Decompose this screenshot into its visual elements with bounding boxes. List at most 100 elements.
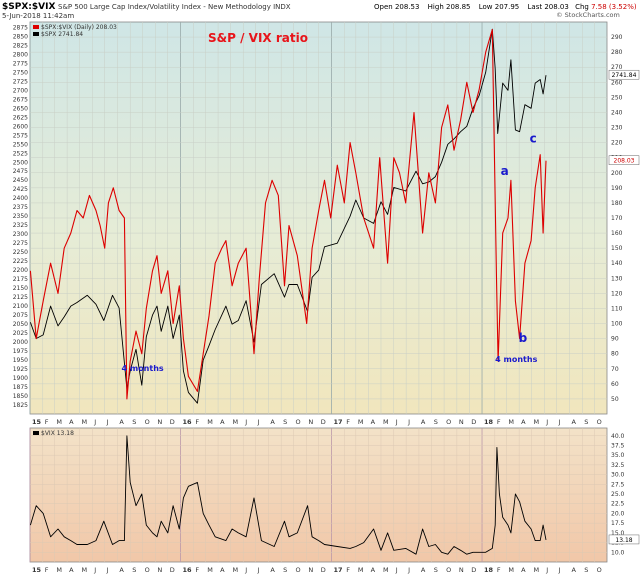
x-tick-label: A	[521, 418, 526, 426]
left-tick-label: 1900	[13, 375, 28, 382]
x-tick-label: 16	[183, 418, 193, 426]
vix-tick-label: 40.0	[611, 433, 625, 440]
left-tick-label: 2125	[13, 294, 28, 301]
x-tick-label: F	[497, 566, 501, 574]
annotations: 4 months 4 months a b c	[122, 131, 538, 372]
lower-legend: $VIX 13.18	[33, 430, 74, 437]
x-tick-label: A	[571, 418, 576, 426]
right-tick-label: 130	[611, 275, 623, 282]
left-tick-label: 2000	[13, 339, 28, 346]
x-tick-label: A	[69, 566, 74, 574]
left-tick-label: 1875	[13, 384, 28, 391]
x-tick-label: N	[157, 566, 162, 574]
left-tick-label: 2225	[13, 258, 28, 265]
last-value-text: 13.18	[615, 537, 632, 544]
x-tick-label: D	[471, 418, 476, 426]
vix-tick-label: 22.5	[611, 501, 625, 508]
x-tick-label: J	[407, 566, 410, 574]
vix-tick-label: 20.0	[611, 510, 625, 517]
x-tick-label: J	[558, 566, 561, 574]
right-tick-label: 220	[611, 140, 623, 147]
right-tick-label: 250	[611, 94, 623, 101]
left-tick-label: 2025	[13, 330, 28, 337]
vix-tick-label: 10.0	[611, 549, 625, 556]
x-tick-label: 17	[333, 566, 342, 574]
chart-symbol: $SPX:$VIX	[2, 2, 55, 12]
left-tick-label: 2200	[13, 267, 28, 274]
left-tick-label: 2350	[13, 213, 28, 220]
right-tick-label: 230	[611, 125, 623, 132]
x-tick-label: S	[132, 418, 136, 426]
last-value-tag	[608, 534, 640, 545]
left-tick-label: 2100	[13, 303, 28, 310]
x-tick-label: M	[508, 566, 514, 574]
x-tick-label: O	[296, 418, 301, 426]
left-tick-label: 2550	[13, 141, 28, 148]
left-tick-label: 2150	[13, 285, 28, 292]
x-tick-label: 17	[333, 418, 342, 426]
right-tick-label: 160	[611, 230, 623, 237]
x-tick-label: J	[93, 418, 96, 426]
x-tick-label: S	[283, 566, 287, 574]
x-tick-label: F	[195, 566, 199, 574]
left-tick-label: 1925	[13, 366, 28, 373]
x-tick-label: M	[383, 566, 389, 574]
left-tick-label: 2275	[13, 240, 28, 247]
x-tick-label: M	[207, 418, 213, 426]
left-tick-label: 2775	[13, 60, 28, 67]
main-grid	[29, 22, 607, 414]
x-tick-label: A	[220, 418, 225, 426]
wave-label: a	[501, 164, 509, 178]
right-tick-label: 140	[611, 260, 623, 267]
x-tick-label: M	[56, 418, 62, 426]
x-tick-label: O	[597, 566, 602, 574]
left-tick-label: 1825	[13, 402, 28, 409]
right-tick-label: 70	[611, 366, 619, 373]
left-tick-label: 2050	[13, 321, 28, 328]
right-tick-label: 270	[611, 64, 623, 71]
x-tick-label: M	[232, 418, 238, 426]
x-tick-label: 18	[484, 566, 494, 574]
x-tick-label: M	[534, 418, 540, 426]
wave-label: b	[519, 331, 528, 345]
x-tick-label: M	[56, 566, 62, 574]
x-tick-label: D	[321, 566, 326, 574]
x-tick-label: F	[346, 566, 350, 574]
legend-spx: $SPX 2741.84	[41, 31, 83, 38]
wave-label: c	[530, 131, 537, 145]
vix-tick-label: 35.0	[611, 452, 625, 459]
x-tick-label: A	[571, 566, 576, 574]
x-tick-label: A	[371, 418, 376, 426]
duration-label: 4 months	[495, 355, 537, 364]
x-tick-label: O	[446, 566, 451, 574]
left-tick-label: 2650	[13, 105, 28, 112]
left-tick-label: 2750	[13, 69, 28, 76]
right-tick-label: 80	[611, 351, 619, 358]
left-tick-label: 2800	[13, 51, 28, 58]
vix-tick-label: 30.0	[611, 472, 625, 479]
left-tick-label: 2300	[13, 231, 28, 238]
legend-vix: $VIX 13.18	[41, 430, 74, 437]
left-tick-label: 2825	[13, 42, 28, 49]
lower-x-axis: 15 F M A M J J A S O N D 16 F M A M J J A S O N D 17 F M A M J J A S O N D 1…	[32, 566, 602, 574]
x-tick-label: J	[257, 566, 260, 574]
x-tick-label: 15	[32, 566, 42, 574]
left-tick-label: 2625	[13, 114, 28, 121]
vix-tick-label: 37.5	[611, 442, 625, 449]
left-tick-label: 2175	[13, 276, 28, 283]
x-tick-label: A	[371, 566, 376, 574]
x-tick-label: A	[421, 418, 426, 426]
x-tick-label: M	[383, 418, 389, 426]
left-tick-label: 2325	[13, 222, 28, 229]
x-tick-label: A	[119, 566, 124, 574]
x-tick-label: O	[296, 566, 301, 574]
chart-title: S&P / VIX ratio	[208, 31, 308, 45]
x-tick-label: A	[69, 418, 74, 426]
left-tick-label: 2600	[13, 123, 28, 130]
x-tick-label: F	[45, 566, 49, 574]
vix-tick-label: 25.0	[611, 491, 625, 498]
x-tick-label: A	[270, 418, 275, 426]
right-tick-label: 120	[611, 290, 623, 297]
right-tick-label: 110	[611, 305, 623, 312]
right-tick-label: 290	[611, 34, 623, 41]
